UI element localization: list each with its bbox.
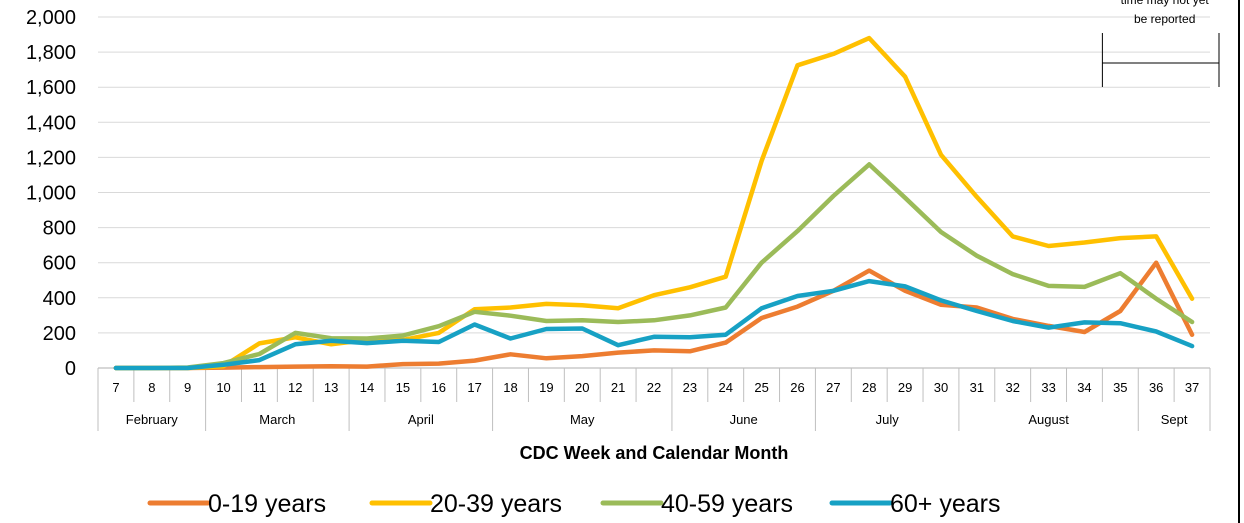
x-tick-label: 34: [1077, 380, 1091, 395]
legend-label: 60+ years: [890, 490, 1001, 518]
x-tick-label: 26: [790, 380, 804, 395]
x-tick-label: 15: [396, 380, 410, 395]
chart-border: [1238, 0, 1240, 523]
annotation-text: be reported: [1134, 12, 1195, 26]
series-line-3: [113, 162, 1195, 371]
month-label: August: [1028, 412, 1069, 427]
month-label: July: [876, 412, 900, 427]
annotation-text: time may not yet: [1121, 0, 1210, 7]
x-tick-label: 13: [324, 380, 338, 395]
x-tick-label: 37: [1185, 380, 1199, 395]
x-tick-label: 18: [503, 380, 517, 395]
month-label: June: [730, 412, 758, 427]
x-tick-label: 8: [148, 380, 155, 395]
y-tick-label: 0: [65, 358, 76, 380]
month-label: March: [259, 412, 295, 427]
legend-label: 0-19 years: [208, 490, 326, 518]
y-tick-label: 1,600: [26, 77, 76, 99]
y-tick-label: 1,800: [26, 42, 76, 64]
month-label: May: [570, 412, 595, 427]
x-tick-label: 22: [647, 380, 661, 395]
x-tick-label: 12: [288, 380, 302, 395]
y-tick-label: 800: [43, 218, 76, 240]
y-tick-label: 200: [43, 323, 76, 345]
month-label: February: [126, 412, 179, 427]
x-tick-label: 28: [862, 380, 876, 395]
x-tick-label: 19: [539, 380, 553, 395]
x-tick-label: 35: [1113, 380, 1127, 395]
y-tick-label: 1,200: [26, 147, 76, 169]
x-tick-label: 30: [934, 380, 948, 395]
x-tick-label: 10: [216, 380, 230, 395]
y-tick-label: 400: [43, 288, 76, 310]
series-line-4: [113, 278, 1195, 371]
x-tick-label: 11: [253, 380, 267, 395]
x-tick-label: 24: [719, 380, 733, 395]
x-axis-title: CDC Week and Calendar Month: [520, 443, 789, 463]
x-tick-label: 9: [184, 380, 191, 395]
month-label: April: [408, 412, 434, 427]
x-tick-label: 29: [898, 380, 912, 395]
x-tick-label: 16: [432, 380, 446, 395]
legend-label: 40-59 years: [661, 490, 793, 518]
x-tick-label: 31: [970, 380, 984, 395]
series-line-2: [113, 35, 1195, 371]
x-tick-label: 7: [112, 380, 119, 395]
x-tick-label: 23: [683, 380, 697, 395]
x-tick-label: 25: [754, 380, 768, 395]
y-tick-label: 1,000: [26, 183, 76, 205]
x-tick-label: 14: [360, 380, 374, 395]
y-tick-label: 1,400: [26, 112, 76, 134]
x-tick-label: 21: [611, 380, 625, 395]
x-tick-label: 32: [1005, 380, 1019, 395]
x-tick-label: 33: [1041, 380, 1055, 395]
month-label: Sept: [1161, 412, 1188, 427]
legend-label: 20-39 years: [430, 490, 562, 518]
x-tick-label: 17: [467, 380, 481, 395]
y-tick-label: 600: [43, 253, 76, 275]
x-tick-label: 27: [826, 380, 840, 395]
y-tick-label: 2,000: [26, 7, 76, 29]
x-tick-label: 36: [1149, 380, 1163, 395]
x-tick-label: 20: [575, 380, 589, 395]
